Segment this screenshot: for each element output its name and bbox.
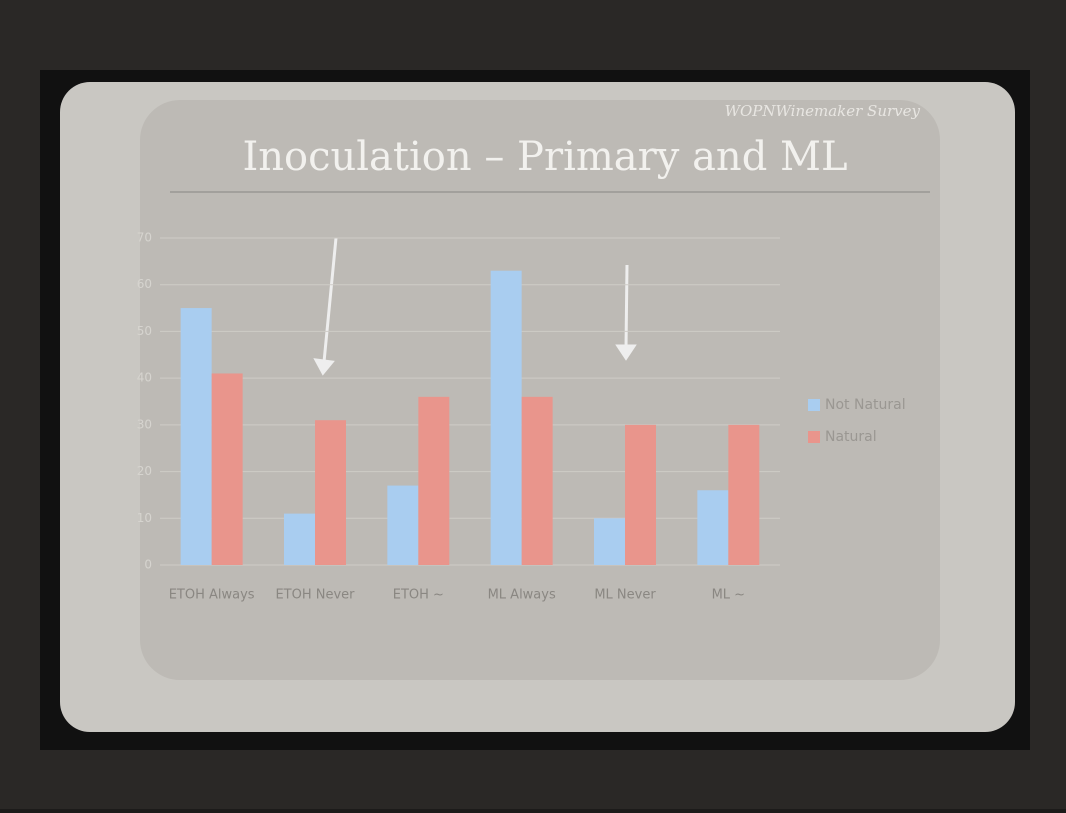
y-tick-label: 30 (137, 417, 152, 431)
y-tick-label: 60 (137, 277, 152, 291)
bar (180, 308, 212, 565)
y-tick-label: 40 (137, 371, 152, 385)
y-tick-label: 20 (137, 464, 152, 478)
x-tick-label: ETOH Never (275, 588, 355, 603)
legend-label: Natural (825, 429, 877, 445)
x-tick-label: ETOH Always (169, 588, 255, 603)
bar (387, 485, 419, 565)
bar (521, 396, 553, 565)
legend-swatch (808, 431, 820, 443)
subtitle: WOPNWinemaker Survey (725, 102, 921, 120)
x-tick-label: ETOH ~ (393, 588, 444, 603)
bar (594, 518, 625, 565)
y-tick-label: 50 (137, 324, 152, 338)
y-tick-label: 10 (137, 511, 152, 525)
bar (490, 270, 522, 565)
bar (315, 420, 346, 565)
bar (728, 424, 760, 565)
x-tick-label: ML Never (594, 588, 656, 603)
bar (418, 396, 450, 565)
legend-swatch (808, 399, 820, 411)
legend-label: Not Natural (825, 397, 906, 413)
bar (211, 373, 243, 565)
chart-title: Inoculation – Primary and ML (242, 134, 847, 180)
y-tick-label: 0 (144, 558, 152, 572)
bar (625, 424, 656, 565)
y-tick-label: 70 (137, 231, 152, 245)
x-tick-label: ML Always (488, 588, 556, 603)
arrows (313, 237, 637, 376)
bar (697, 490, 729, 565)
x-tick-label: ML ~ (712, 588, 745, 603)
bar (284, 513, 315, 565)
